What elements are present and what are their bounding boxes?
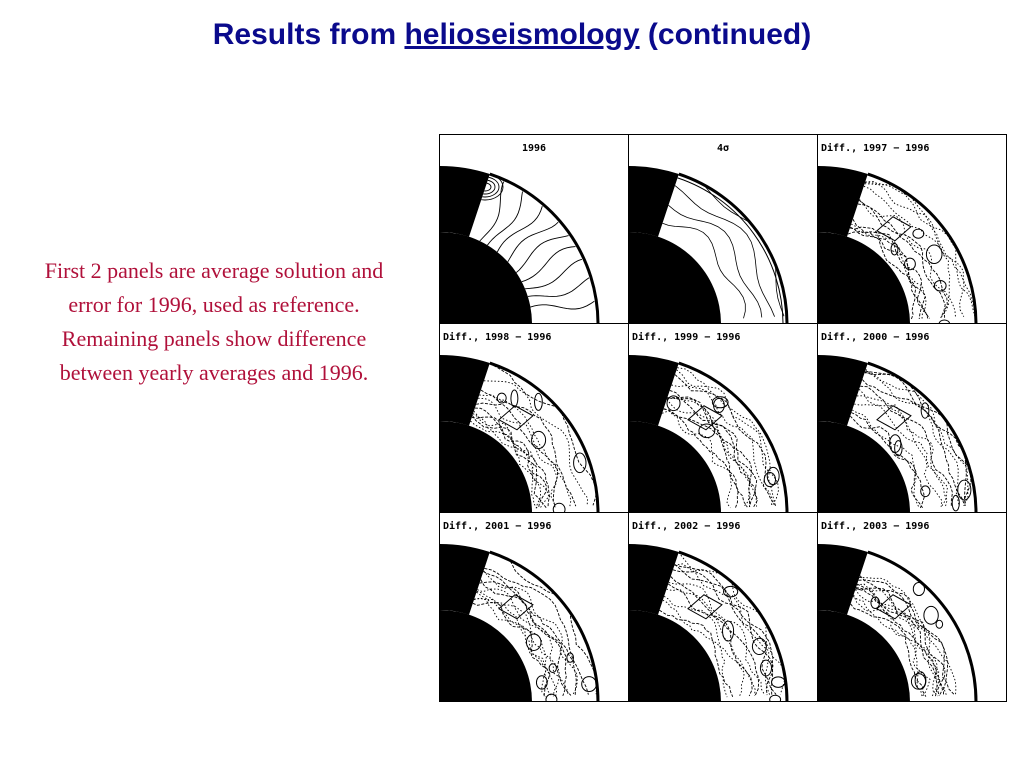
- panel-label: Diff., 1999 − 1996: [632, 332, 741, 343]
- panel-2: 4σ: [629, 135, 818, 324]
- masked-polar-region: [440, 355, 490, 426]
- masked-polar-region: [818, 544, 868, 615]
- masked-polar-region: [440, 544, 490, 615]
- radiative-core: [818, 232, 910, 323]
- helioseismology-link[interactable]: helioseismology: [404, 18, 640, 51]
- panel-1: 1996: [440, 135, 629, 324]
- masked-polar-region: [818, 166, 868, 237]
- radiative-core: [629, 610, 721, 702]
- masked-polar-region: [629, 544, 679, 615]
- rotation-quadrant-plot: [629, 166, 789, 323]
- radiative-core: [818, 610, 910, 702]
- radiative-core: [818, 421, 910, 512]
- masked-polar-region: [629, 166, 679, 237]
- rotation-quadrant-plot: [629, 544, 789, 702]
- rotation-quadrant-plot: [440, 355, 600, 512]
- panel-label: Diff., 2001 − 1996: [443, 521, 552, 532]
- panel-5: Diff., 1999 − 1996: [629, 324, 818, 513]
- panel-4: Diff., 1998 − 1996: [440, 324, 629, 513]
- panel-label: Diff., 2002 − 1996: [632, 521, 741, 532]
- panel-label: Diff., 1997 − 1996: [821, 143, 930, 154]
- rotation-quadrant-plot: [818, 355, 978, 512]
- masked-polar-region: [440, 166, 490, 237]
- solar-surface-arc: [867, 550, 978, 702]
- title-prefix: Results from: [212, 18, 397, 51]
- solar-surface-arc: [489, 172, 600, 323]
- masked-polar-region: [629, 355, 679, 426]
- radiative-core: [629, 421, 721, 512]
- rotation-quadrant-plot: [818, 544, 978, 702]
- panel-label: 1996: [521, 143, 547, 154]
- rotation-panel-grid: 1996 4σ Diff., 1997 − 1996 Diff., 1998 − 19…: [439, 134, 1007, 702]
- contour-lines: [849, 369, 972, 512]
- solar-surface-arc: [678, 361, 789, 512]
- rotation-quadrant-plot: [818, 166, 978, 323]
- radiative-core: [440, 610, 532, 702]
- solar-surface-arc: [489, 550, 600, 702]
- panel-9: Diff., 2003 − 1996: [818, 513, 1007, 702]
- panel-6: Diff., 2000 − 1996: [818, 324, 1007, 513]
- slide-title: Results from helioseismology (continued): [0, 18, 1024, 52]
- rotation-quadrant-plot: [629, 355, 789, 512]
- panel-label: 4σ: [716, 143, 730, 154]
- panel-7: Diff., 2001 − 1996: [440, 513, 629, 702]
- panel-3: Diff., 1997 − 1996: [818, 135, 1007, 324]
- radiative-core: [629, 232, 721, 323]
- rotation-quadrant-plot: [440, 166, 600, 323]
- contour-lines: [470, 363, 597, 512]
- solar-surface-arc: [867, 361, 978, 512]
- solar-surface-arc: [678, 550, 789, 702]
- contour-lines: [659, 552, 786, 702]
- contour-lines: [850, 575, 957, 698]
- rotation-quadrant-plot: [440, 544, 600, 702]
- panel-label: Diff., 2003 − 1996: [821, 521, 930, 532]
- radiative-core: [440, 232, 532, 323]
- figure-caption: First 2 panels are average solution and …: [44, 258, 384, 385]
- panel-label: Diff., 1998 − 1996: [443, 332, 552, 343]
- radiative-core: [440, 421, 532, 512]
- title-suffix: (continued): [647, 18, 812, 51]
- solar-surface-arc: [867, 172, 978, 323]
- contour-lines: [661, 367, 780, 509]
- panel-label: Diff., 2000 − 1996: [821, 332, 930, 343]
- panel-8: Diff., 2002 − 1996: [629, 513, 818, 702]
- masked-polar-region: [818, 355, 868, 426]
